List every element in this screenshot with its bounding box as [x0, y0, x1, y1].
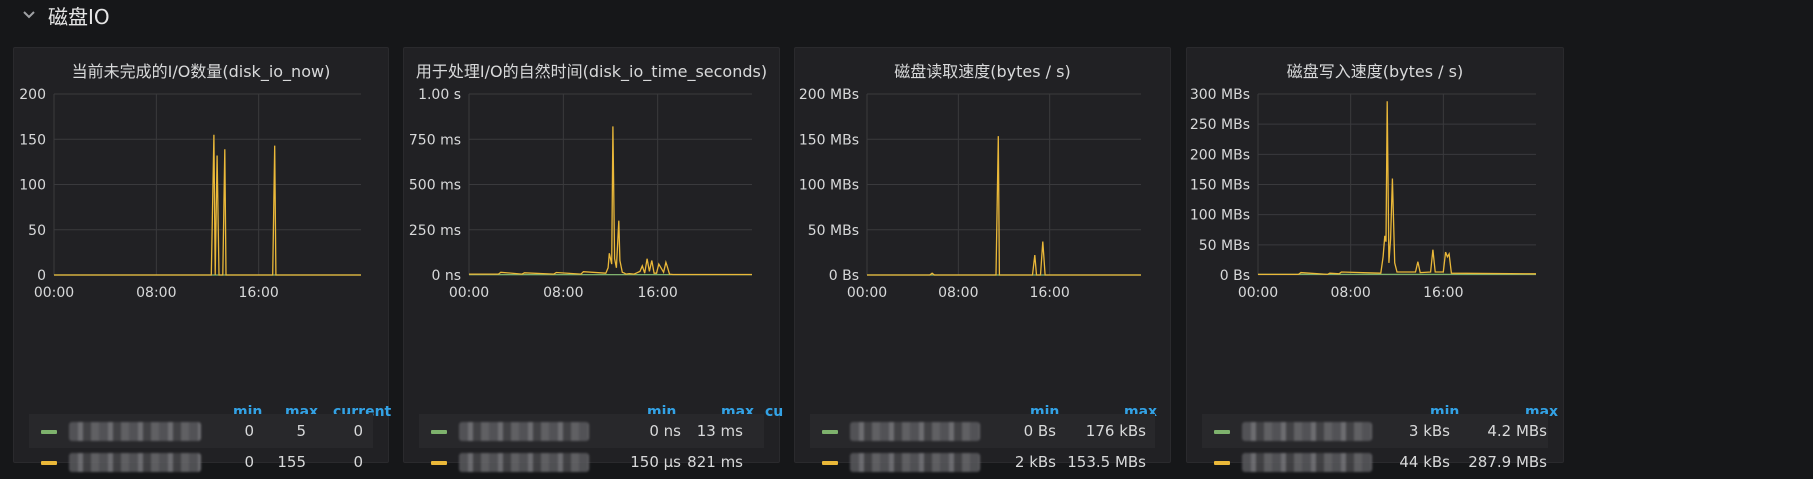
legend-color-swatch[interactable] [431, 461, 447, 465]
legend-color-swatch[interactable] [822, 461, 838, 465]
legend-row[interactable]: 44 kBs 287.9 MBs [1202, 445, 1548, 479]
x-tick-label: 16:00 [637, 285, 677, 301]
series-line[interactable] [867, 136, 1141, 276]
row-header[interactable]: 磁盘IO [0, 0, 1813, 30]
legend-column-header-2[interactable]: cu [765, 404, 784, 420]
y-tick-label: 0 ns [431, 268, 461, 284]
x-tick-label: 00:00 [847, 285, 887, 301]
panel-title[interactable]: 磁盘读取速度(bytes / s) [894, 62, 1071, 81]
legend-value-max: 287.9 MBs [1468, 453, 1547, 471]
x-tick-label: 08:00 [136, 285, 176, 301]
x-tick-label: 16:00 [1423, 285, 1463, 301]
y-tick-label: 750 ms [409, 132, 461, 148]
row-title: 磁盘IO [48, 4, 110, 29]
legend-color-swatch[interactable] [1214, 430, 1230, 434]
line-chart[interactable]: 0 Bs 50 MBs 100 MBs 150 MBs 200 MBs 00:00 08:0… [795, 48, 1172, 348]
legend-value-min: 150 μs [630, 453, 681, 471]
y-tick-label: 200 MBs [799, 87, 859, 103]
legend-value-min: 0 [244, 422, 254, 440]
legend-value-max: 155 [277, 453, 306, 471]
legend-color-swatch[interactable] [41, 461, 57, 465]
y-tick-label: 50 MBs [808, 223, 859, 239]
y-tick-label: 0 Bs [829, 268, 859, 284]
series-line[interactable] [1258, 101, 1537, 276]
legend-series-name-redacted[interactable] [850, 453, 980, 472]
legend-value-min: 0 ns [649, 422, 681, 440]
y-tick-label: 100 MBs [799, 178, 859, 194]
line-chart[interactable]: 0 ns 250 ms 500 ms 750 ms 1.00 s 00:00 08:00 16… [404, 48, 781, 348]
series-line[interactable] [469, 126, 752, 276]
graph-panel[interactable]: 用于处理I/O的自然时间(disk_io_time_seconds) 0 ns 25… [403, 47, 784, 472]
x-tick-label: 08:00 [1330, 285, 1370, 301]
panel-title[interactable]: 磁盘写入速度(bytes / s) [1286, 62, 1464, 81]
x-tick-label: 08:00 [938, 285, 978, 301]
x-tick-label: 16:00 [1029, 285, 1069, 301]
y-tick-label: 100 MBs [1190, 208, 1250, 224]
legend-value-current: 0 [353, 422, 363, 440]
legend-value-min: 2 kBs [1014, 453, 1056, 471]
legend-series-name-redacted[interactable] [69, 453, 201, 472]
y-tick-label: 200 MBs [1190, 147, 1250, 163]
y-tick-label: 250 MBs [1190, 117, 1250, 133]
legend-value-max: 5 [296, 422, 306, 440]
x-tick-label: 16:00 [238, 285, 278, 301]
legend-value-current: 0 [353, 453, 363, 471]
legend-row[interactable]: 150 μs 821 ms [419, 445, 764, 479]
legend-series-name-redacted[interactable] [459, 422, 589, 441]
x-tick-label: 00:00 [34, 285, 74, 301]
legend-value-max: 821 ms [687, 453, 743, 471]
chevron-down-icon[interactable] [22, 8, 36, 22]
legend-row[interactable]: 2 kBs 153.5 MBs [810, 445, 1155, 479]
y-tick-label: 1.00 s [418, 87, 461, 103]
x-tick-label: 08:00 [543, 285, 583, 301]
y-tick-label: 150 MBs [1190, 178, 1250, 194]
legend-row[interactable]: 0 155 0 [29, 445, 373, 479]
y-tick-label: 50 [28, 223, 46, 239]
legend-value-min: 44 kBs [1399, 453, 1450, 471]
line-chart[interactable]: 0 50 100 150 200 00:00 08:00 16:00 [14, 48, 390, 348]
x-tick-label: 00:00 [449, 285, 489, 301]
legend-row[interactable]: 3 kBs 4.2 MBs [1202, 414, 1548, 448]
graph-panel[interactable]: 磁盘读取速度(bytes / s) 0 Bs 50 MBs 100 MBs 150 MB… [794, 47, 1172, 472]
panel-title[interactable]: 用于处理I/O的自然时间(disk_io_time_seconds) [415, 62, 768, 81]
graph-panel[interactable]: 磁盘写入速度(bytes / s) 0 Bs 50 MBs 100 MBs 150 MB… [1186, 47, 1565, 472]
legend-value-max: 153.5 MBs [1067, 453, 1146, 471]
y-tick-label: 150 MBs [799, 132, 859, 148]
y-tick-label: 50 MBs [1199, 238, 1250, 254]
y-tick-label: 250 ms [409, 223, 461, 239]
y-tick-label: 200 [19, 87, 46, 103]
legend-value-min: 0 [244, 453, 254, 471]
legend-value-min: 0 Bs [1023, 422, 1056, 440]
legend-value-min: 3 kBs [1408, 422, 1450, 440]
panel-title[interactable]: 当前未完成的I/O数量(disk_io_now) [71, 62, 331, 81]
legend-value-max: 176 kBs [1085, 422, 1146, 440]
legend-color-swatch[interactable] [41, 430, 57, 434]
legend-row[interactable]: 0 5 0 [29, 414, 373, 448]
y-tick-label: 100 [19, 178, 46, 194]
legend-color-swatch[interactable] [822, 430, 838, 434]
legend-series-name-redacted[interactable] [1242, 422, 1372, 441]
y-tick-label: 500 ms [409, 178, 461, 194]
legend-color-swatch[interactable] [431, 430, 447, 434]
line-chart[interactable]: 0 Bs 50 MBs 100 MBs 150 MBs 200 MBs 250 MBs 30… [1187, 48, 1565, 348]
legend-series-name-redacted[interactable] [1242, 453, 1372, 472]
legend-color-swatch[interactable] [1214, 461, 1230, 465]
y-tick-label: 150 [19, 132, 46, 148]
legend-series-name-redacted[interactable] [69, 422, 201, 441]
legend-series-name-redacted[interactable] [459, 453, 589, 472]
legend-value-max: 13 ms [696, 422, 743, 440]
legend-row[interactable]: 0 Bs 176 kBs [810, 414, 1155, 448]
series-line[interactable] [54, 134, 361, 276]
y-tick-label: 300 MBs [1190, 87, 1250, 103]
x-tick-label: 00:00 [1238, 285, 1278, 301]
y-tick-label: 0 [37, 268, 46, 284]
legend-value-max: 4.2 MBs [1487, 422, 1547, 440]
graph-panel[interactable]: 当前未完成的I/O数量(disk_io_now) 0 50 100 150 200 00:0… [13, 47, 391, 472]
legend-row[interactable]: 0 ns 13 ms [419, 414, 764, 448]
y-tick-label: 0 Bs [1220, 268, 1250, 284]
legend-series-name-redacted[interactable] [850, 422, 980, 441]
